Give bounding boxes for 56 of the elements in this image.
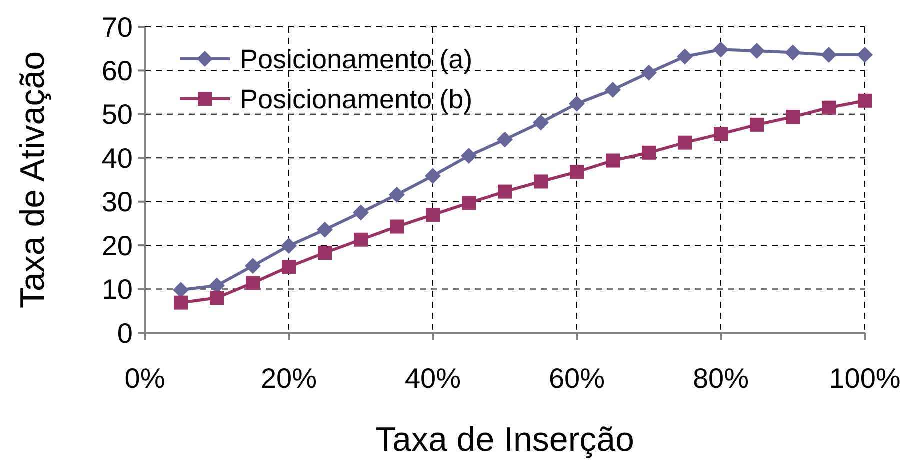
point — [462, 196, 476, 210]
point — [281, 238, 297, 254]
point — [641, 64, 657, 81]
point — [210, 291, 224, 306]
point — [678, 136, 692, 150]
x-axis-title: Taxa de Inserção — [376, 421, 634, 459]
point — [605, 82, 621, 98]
point — [785, 44, 801, 61]
point — [713, 42, 729, 58]
x-tick-label: 40% — [404, 363, 462, 394]
legend-label: Posicionamento (a) — [240, 44, 473, 74]
x-tick-label: 20% — [260, 363, 318, 394]
point — [569, 96, 585, 112]
point — [282, 260, 296, 274]
point — [318, 246, 332, 260]
y-tick-label: 30 — [102, 186, 133, 218]
point — [750, 118, 764, 132]
x-tick-label: 100% — [829, 363, 901, 394]
point — [714, 127, 728, 142]
point — [821, 46, 837, 63]
point — [354, 232, 368, 247]
point — [174, 296, 188, 310]
point — [570, 165, 584, 180]
y-tick-label: 50 — [102, 99, 133, 130]
point — [425, 168, 441, 184]
point — [245, 258, 261, 274]
x-tick-label: 80% — [692, 363, 750, 394]
point — [390, 220, 404, 234]
point — [857, 46, 873, 63]
y-tick-label: 20 — [102, 230, 133, 262]
y-axis-title: Taxa de Ativação — [14, 51, 52, 309]
point — [353, 204, 369, 221]
point — [497, 132, 513, 148]
legend-label: Posicionamento (b) — [240, 84, 473, 114]
point — [534, 174, 548, 189]
point — [822, 100, 836, 115]
point — [389, 186, 405, 203]
y-tick-label: 0 — [117, 318, 133, 349]
point — [533, 114, 549, 131]
y-tick-label: 10 — [102, 274, 133, 306]
y-tick-label: 40 — [102, 142, 133, 174]
point — [606, 154, 620, 168]
point — [749, 43, 765, 60]
point — [677, 48, 693, 65]
x-tick-label: 0% — [124, 363, 166, 394]
point — [498, 184, 512, 199]
point — [642, 146, 656, 160]
point — [858, 94, 872, 108]
point — [246, 276, 260, 290]
point — [426, 208, 440, 222]
point — [317, 222, 333, 238]
y-tick-label: 60 — [102, 56, 133, 87]
point — [461, 148, 477, 164]
x-tick-label: 60% — [548, 363, 606, 394]
y-tick-label: 70 — [102, 12, 133, 43]
point — [786, 110, 800, 124]
